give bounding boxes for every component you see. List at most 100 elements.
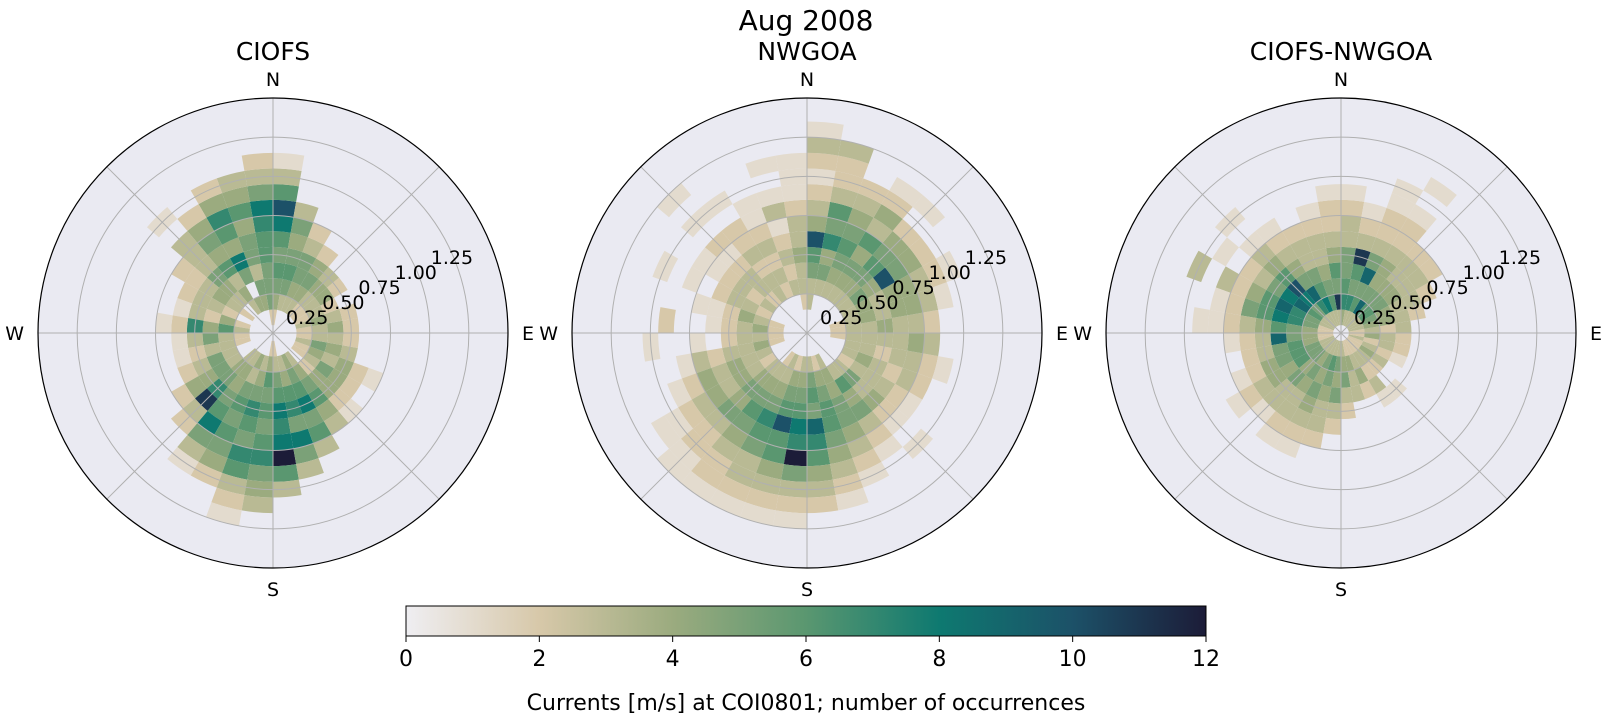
radial-tick-label: 0.50 <box>322 292 364 314</box>
histogram-cell <box>302 407 324 429</box>
histogram-cell <box>772 510 807 529</box>
histogram-cell <box>1323 231 1341 249</box>
histogram-cell <box>1316 384 1332 403</box>
histogram-cell <box>1302 319 1319 329</box>
histogram-cell <box>227 201 253 223</box>
histogram-cell <box>1265 411 1291 435</box>
histogram-cell <box>849 360 869 379</box>
histogram-cell <box>887 298 908 319</box>
histogram-cell <box>761 443 787 465</box>
histogram-cell <box>1293 297 1311 314</box>
histogram-cell <box>787 353 799 370</box>
histogram-cell <box>835 155 869 179</box>
histogram-cell <box>752 333 769 343</box>
histogram-cell <box>1305 363 1322 381</box>
histogram-cell <box>807 231 825 249</box>
histogram-cell <box>843 314 862 327</box>
histogram-cell <box>1290 237 1312 259</box>
histogram-cell <box>248 263 264 282</box>
histogram-cell <box>273 184 299 202</box>
histogram-cell <box>1341 387 1354 404</box>
histogram-cell <box>238 413 259 434</box>
histogram-cell <box>1215 266 1240 293</box>
histogram-cell <box>1348 333 1365 338</box>
histogram-cell <box>273 262 286 279</box>
angular-gridline <box>806 332 974 500</box>
histogram-cell <box>797 371 807 388</box>
histogram-cell <box>1341 231 1359 249</box>
histogram-cell <box>1370 237 1392 259</box>
histogram-cell <box>779 366 794 385</box>
histogram-cell <box>1325 339 1338 354</box>
histogram-cell <box>237 285 254 303</box>
histogram-cell <box>273 340 278 357</box>
histogram-cell <box>922 309 941 333</box>
panel-title: CIOFS-NWGOA <box>1250 37 1432 66</box>
histogram-cell <box>1341 309 1346 326</box>
histogram-cell <box>761 271 780 291</box>
angular-gridline <box>1340 166 1508 334</box>
histogram-cell <box>1317 328 1334 333</box>
histogram-cell <box>1334 356 1341 373</box>
histogram-cell <box>824 428 848 449</box>
histogram-cell <box>198 448 228 473</box>
histogram-cell <box>865 217 893 243</box>
histogram-cell <box>922 333 941 357</box>
histogram-cell <box>667 378 692 408</box>
radial-tick-label: 1.00 <box>929 262 971 284</box>
histogram-cell <box>1361 313 1378 325</box>
histogram-cell <box>840 305 859 320</box>
histogram-cell <box>807 199 831 218</box>
histogram-cell <box>273 199 297 218</box>
histogram-cell <box>1415 282 1437 304</box>
histogram-cell <box>718 267 741 290</box>
histogram-cell <box>1327 355 1337 372</box>
histogram-cell <box>273 152 305 171</box>
histogram-cell <box>907 333 925 354</box>
histogram-cell <box>756 186 784 208</box>
histogram-cell <box>830 326 847 333</box>
angular-gridline <box>640 166 808 334</box>
histogram-cell <box>891 315 909 333</box>
histogram-cell <box>259 294 269 311</box>
histogram-cell <box>706 298 727 319</box>
histogram-cell <box>1289 305 1308 320</box>
histogram-cell <box>290 217 314 238</box>
histogram-cell <box>766 428 790 449</box>
histogram-cell <box>691 350 712 374</box>
histogram-cell <box>1352 299 1367 315</box>
angular-gridline <box>640 332 808 500</box>
histogram-cell <box>681 471 717 503</box>
histogram-cell <box>854 351 874 369</box>
histogram-cell <box>741 244 764 267</box>
histogram-cell <box>789 231 807 249</box>
histogram-cell <box>1358 217 1382 238</box>
histogram-cell <box>1295 271 1314 291</box>
radial-tick-label: 1.00 <box>395 262 437 284</box>
histogram-cell <box>800 293 807 310</box>
histogram-cell <box>1328 387 1341 404</box>
histogram-cell <box>917 353 939 379</box>
histogram-cell <box>171 315 189 333</box>
histogram-cell <box>1392 308 1411 324</box>
histogram-cell <box>311 333 328 343</box>
histogram-cell <box>1316 263 1332 282</box>
histogram-cell <box>781 351 796 367</box>
histogram-cell <box>277 355 287 372</box>
histogram-cell <box>759 352 777 369</box>
histogram-cell <box>807 387 820 404</box>
histogram-cell <box>797 278 807 295</box>
histogram-cell <box>830 333 847 340</box>
histogram-cell <box>1223 333 1241 354</box>
histogram-cell <box>826 363 843 381</box>
histogram-cell <box>830 458 858 480</box>
histogram-cell <box>255 417 273 435</box>
histogram-cell <box>807 371 817 388</box>
histogram-cell <box>1344 339 1357 354</box>
histogram-cell <box>766 217 790 238</box>
histogram-cell <box>296 458 324 480</box>
radial-tick-label: 0.75 <box>1426 277 1468 299</box>
histogram-cell <box>881 282 903 304</box>
polar-plot-ciofs-nwgoa: 0.250.500.751.001.25 N E S W <box>1073 69 1602 601</box>
histogram-cell <box>1286 323 1303 333</box>
